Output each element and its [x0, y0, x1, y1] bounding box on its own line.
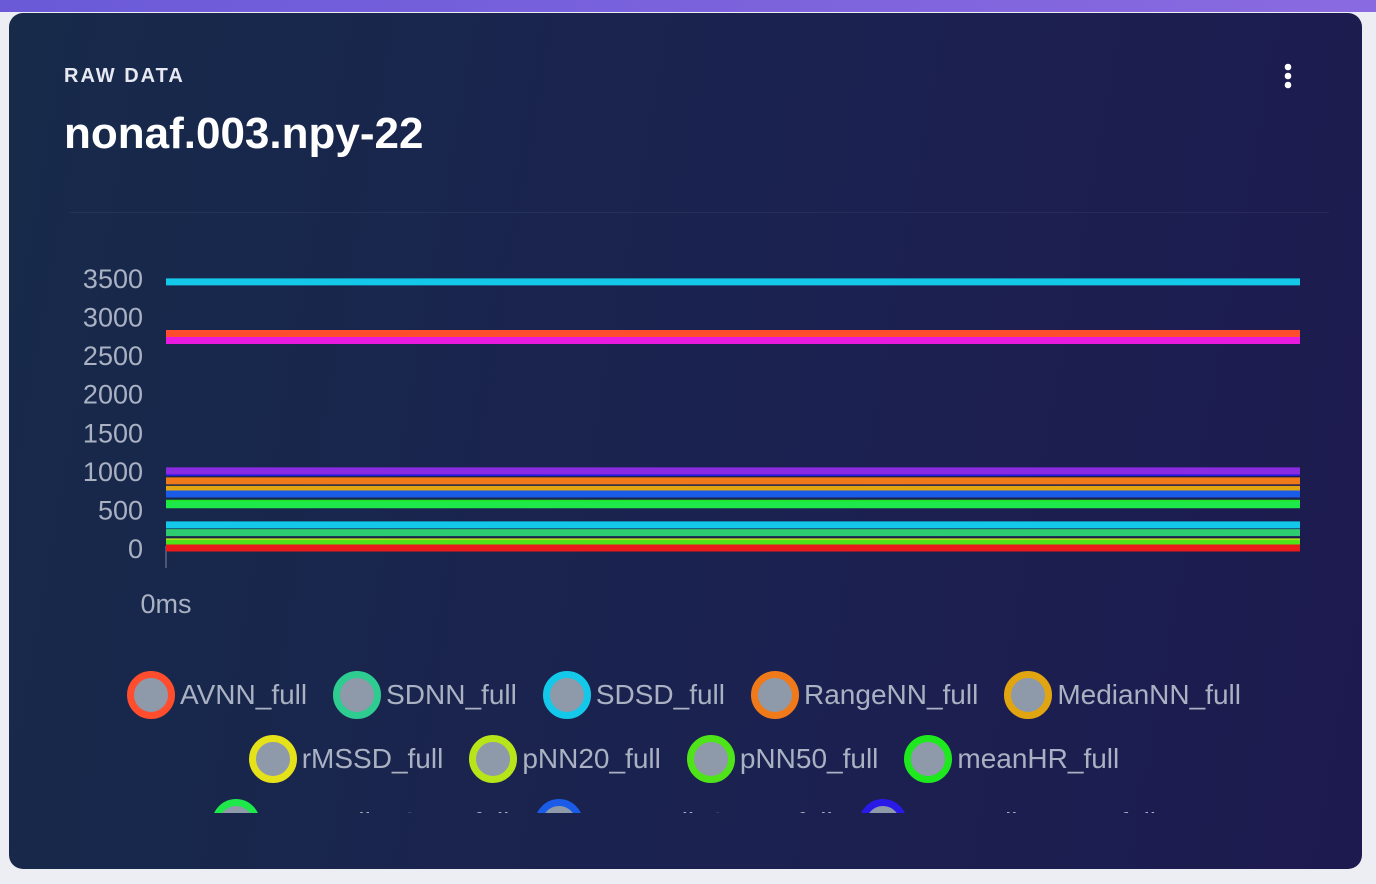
legend-label: MedianNN_full	[1057, 679, 1241, 710]
card-title: nonaf.003.npy-22	[64, 109, 424, 158]
legend-label: percentile75NN_full	[912, 807, 1156, 813]
legend-swatch-icon	[248, 735, 297, 783]
more-vertical-icon	[1284, 63, 1292, 89]
legend-item-avnn-full[interactable]: AVNN_full	[127, 671, 307, 719]
legend-label: meanHR_full	[957, 743, 1120, 774]
y-tick-label: 3000	[83, 303, 143, 333]
legend-item-rmssd-full[interactable]: rMSSD_full	[248, 735, 444, 783]
legend-label: SDNN_full	[386, 679, 517, 710]
legend-label: percentile25NN_full	[588, 807, 832, 813]
legend-row: rMSSD_full pNN20_full pNN50_full meanHR_ful…	[69, 727, 1299, 791]
legend-swatch-icon	[1004, 671, 1053, 719]
line-chart: 0 500 1000 1500 2000 2500 3000 3500 0ms	[83, 264, 1300, 619]
legend-item-percentile25nn-full[interactable]: percentile25NN_full	[535, 799, 833, 813]
legend-item-percentile75nn-full[interactable]: percentile75NN_full	[858, 799, 1156, 813]
legend-label: pNN50_full	[739, 743, 879, 774]
legend-swatch-icon	[333, 671, 382, 719]
legend-item-meanhr-full[interactable]: meanHR_full	[904, 735, 1119, 783]
y-tick-label: 2000	[83, 380, 143, 410]
legend-label: SDSD_full	[595, 679, 725, 710]
legend-item-pnn50-full[interactable]: pNN50_full	[686, 735, 879, 783]
legend-row: AVNN_full SDNN_full SDSD_full RangeNN_full M…	[69, 663, 1299, 727]
more-options-button[interactable]	[1275, 63, 1301, 89]
legend-swatch-icon	[127, 671, 176, 719]
y-tick-label: 500	[98, 495, 143, 525]
y-tick-label: 3500	[83, 264, 143, 294]
legend-swatch-icon	[535, 799, 584, 813]
y-tick-label: 1000	[83, 457, 143, 487]
legend-item-mediannn-full[interactable]: MedianNN_full	[1004, 671, 1241, 719]
legend-item-percentile10nn-full[interactable]: percentile10NN_full	[211, 799, 509, 813]
legend-swatch-icon	[211, 799, 260, 813]
legend-swatch-icon	[904, 735, 953, 783]
legend-label: rMSSD_full	[301, 743, 444, 774]
chart-legend: AVNN_full SDNN_full SDSD_full RangeNN_full M…	[69, 663, 1299, 813]
legend-label: pNN20_full	[522, 743, 661, 774]
legend-swatch-icon	[469, 735, 518, 783]
legend-label: percentile10NN_full	[265, 807, 509, 813]
header-divider	[69, 212, 1329, 213]
y-tick-label: 0	[128, 534, 143, 564]
raw-data-card: RAW DATA nonaf.003.npy-22 0 500 1000 1500 20…	[9, 13, 1362, 869]
legend-row: percentile10NN_full percentile25NN_full pe…	[69, 791, 1299, 813]
legend-item-rangenn-full[interactable]: RangeNN_full	[751, 671, 978, 719]
legend-label: AVNN_full	[180, 679, 308, 710]
legend-item-sdsd-full[interactable]: SDSD_full	[542, 671, 725, 719]
card-subtitle: RAW DATA	[64, 65, 185, 87]
legend-item-pnn20-full[interactable]: pNN20_full	[469, 735, 661, 783]
legend-swatch-icon	[751, 671, 799, 719]
x-tick-label: 0ms	[140, 589, 191, 619]
y-tick-label: 1500	[83, 418, 143, 448]
legend-swatch-icon	[542, 671, 591, 719]
top-accent-bar	[0, 0, 1376, 12]
legend-swatch-icon	[686, 735, 735, 783]
legend-label: RangeNN_full	[804, 679, 979, 710]
y-tick-label: 2500	[83, 341, 143, 371]
legend-item-sdnn-full[interactable]: SDNN_full	[333, 671, 517, 719]
legend-swatch-icon	[858, 799, 907, 813]
